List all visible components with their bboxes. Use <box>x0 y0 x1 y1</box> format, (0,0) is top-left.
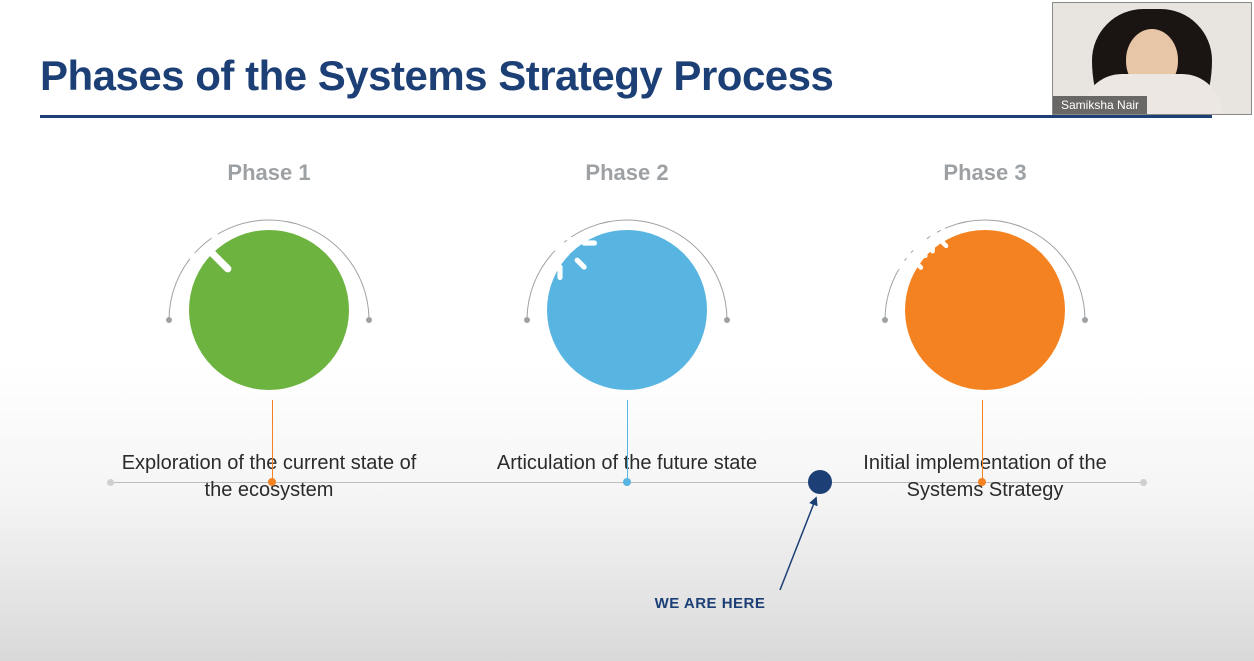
phase-3-arc <box>875 200 1095 390</box>
phase-1-drop <box>272 400 273 482</box>
magnify-chart-icon <box>159 200 239 280</box>
phase-2-drop-dot <box>623 478 631 486</box>
page-title: Phases of the Systems Strategy Process <box>40 52 833 100</box>
we-are-here-dot <box>808 470 832 494</box>
phase-3-drop <box>982 400 983 482</box>
phase-3-desc: Initial implementation of the Systems St… <box>825 450 1145 504</box>
gears-icon <box>875 200 965 290</box>
phase-3-drop-dot <box>978 478 986 486</box>
webcam-nametag: Samiksha Nair <box>1053 96 1147 114</box>
phase-2-drop <box>627 400 628 482</box>
eye-sun-icon <box>517 200 603 286</box>
webcam-overlay: Samiksha Nair <box>1052 2 1252 115</box>
phase-3: Phase 3 <box>825 160 1145 504</box>
we-are-here-label: WE ARE HERE <box>655 595 766 612</box>
title-rule <box>40 115 1212 118</box>
phase-2-label: Phase 2 <box>585 160 668 186</box>
we-are-here-arrow-icon <box>770 488 890 628</box>
phase-1-drop-dot <box>268 478 276 486</box>
phase-1-label: Phase 1 <box>227 160 310 186</box>
phase-1: Phase 1 Exploration of the current s <box>109 160 429 504</box>
phase-1-arc <box>159 200 379 390</box>
phase-3-label: Phase 3 <box>943 160 1026 186</box>
phase-1-desc: Exploration of the current state of the … <box>109 450 429 504</box>
phase-2-arc <box>517 200 737 390</box>
